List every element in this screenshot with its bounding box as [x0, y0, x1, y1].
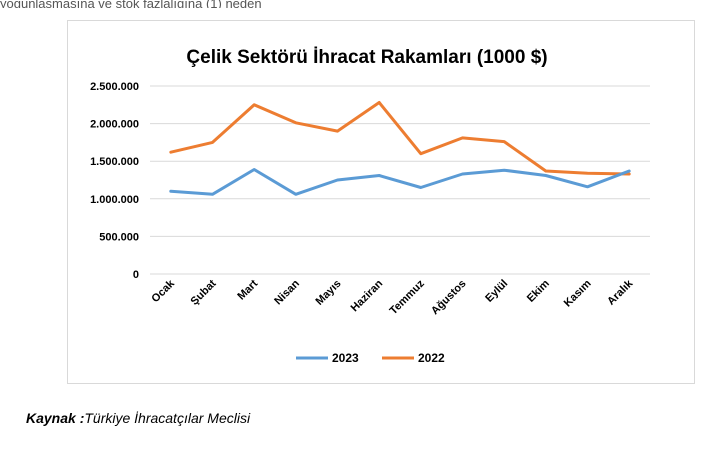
- source-text: Türkiye İhracatçılar Meclisi: [84, 410, 251, 426]
- y-tick-label: 0: [133, 269, 139, 281]
- y-tick-label: 2.000.000: [90, 119, 139, 131]
- series-line-2023: [169, 168, 631, 196]
- source-note: Kaynak :Türkiye İhracatçılar Meclisi: [26, 410, 250, 426]
- series-line-2022: [169, 101, 631, 176]
- x-tick-label: Ağustos: [429, 278, 469, 318]
- y-tick-label: 2.500.000: [90, 81, 139, 93]
- x-tick-label: Mart: [235, 277, 260, 302]
- x-tick-label: Haziran: [349, 277, 386, 314]
- x-tick-label: Ekim: [525, 277, 552, 304]
- x-tick-label: Ocak: [149, 277, 177, 305]
- legend-label-2023: 2023: [332, 351, 359, 365]
- x-tick-label: Kasım: [562, 277, 594, 309]
- source-label: Kaynak :: [26, 410, 85, 426]
- x-tick-label: Temmuz: [387, 277, 427, 317]
- x-tick-label: Nisan: [272, 277, 302, 307]
- x-tick-label: Eylül: [483, 278, 510, 305]
- line-chart: Çelik Sektörü İhracat Rakamları (1000 $)…: [90, 47, 650, 365]
- chart-title: Çelik Sektörü İhracat Rakamları (1000 $): [186, 47, 547, 68]
- y-tick-label: 1.500.000: [90, 156, 139, 168]
- x-tick-label: Şubat: [189, 277, 219, 307]
- chart-frame: [67, 20, 695, 384]
- y-tick-label: 500.000: [99, 231, 139, 243]
- y-tick-label: 1.000.000: [90, 194, 139, 206]
- top-cut-text: yoğunlaşmasına ve stok fazlalığına (1) n…: [0, 0, 262, 8]
- x-tick-label: Mayıs: [314, 278, 344, 308]
- x-tick-label: Aralık: [605, 277, 636, 308]
- legend-label-2022: 2022: [418, 351, 445, 365]
